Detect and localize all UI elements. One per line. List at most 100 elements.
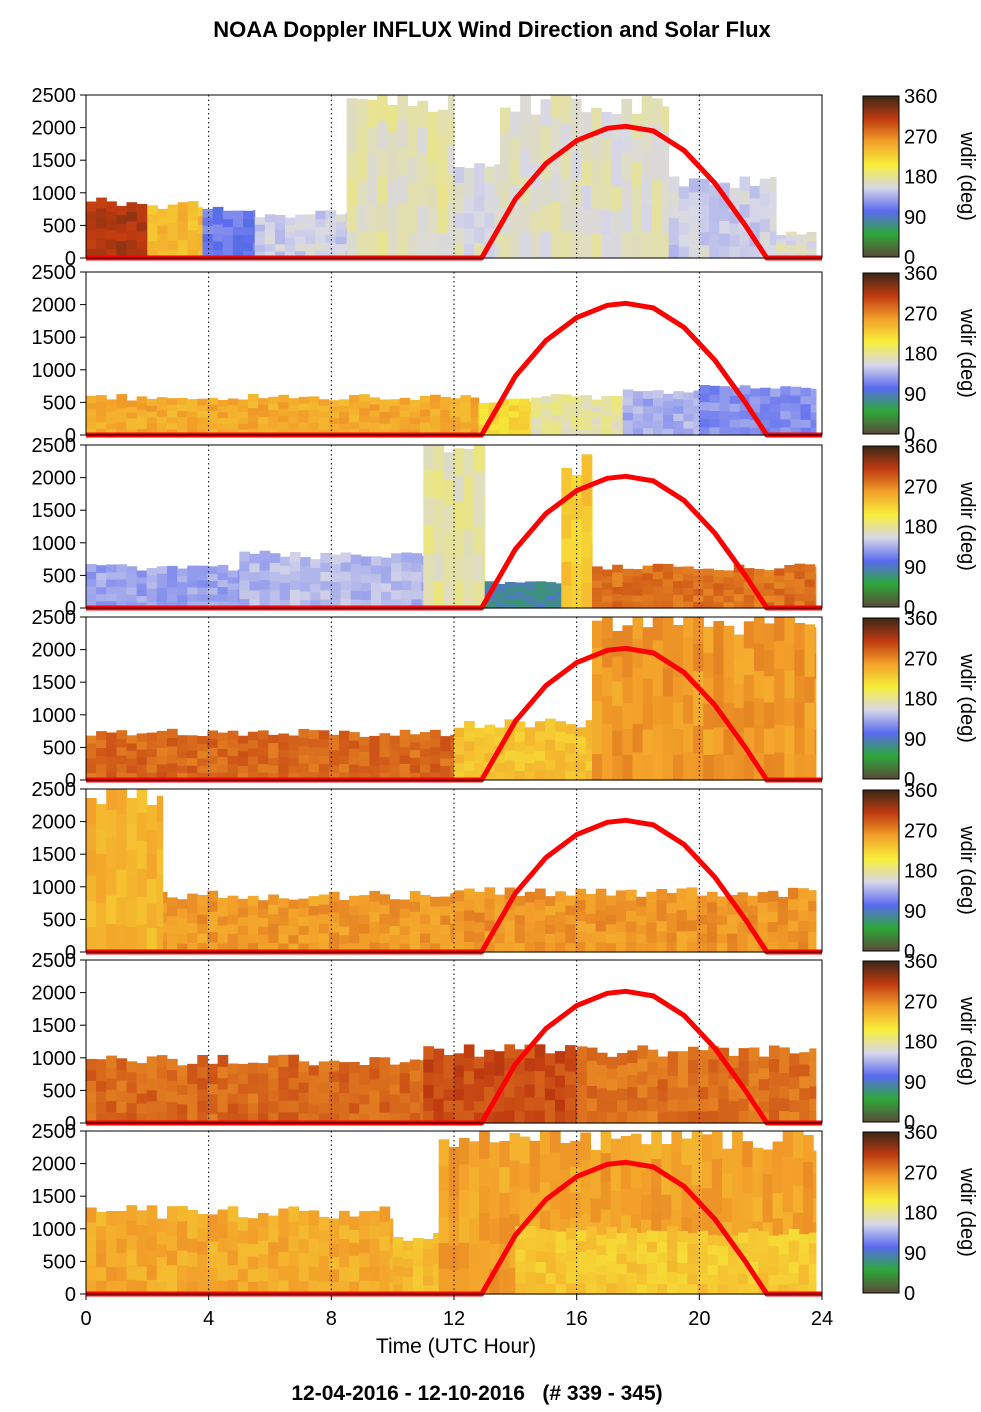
data-cell [500, 157, 511, 184]
data-cell [409, 1080, 421, 1092]
data-cell [268, 1089, 279, 1102]
data-cell [187, 735, 198, 744]
data-cell [499, 1141, 511, 1168]
data-cell [652, 585, 664, 594]
data-cell [622, 651, 634, 678]
data-cell [691, 1131, 703, 1158]
data-cell [709, 196, 720, 210]
data-cell [308, 942, 320, 953]
data-cell [379, 942, 391, 953]
data-cell [657, 1111, 669, 1124]
data-cell [116, 394, 128, 402]
data-cell [86, 1236, 97, 1252]
data-cell [339, 1092, 350, 1104]
data-cell [96, 247, 107, 259]
data-cell [126, 601, 138, 609]
data-cell [591, 132, 602, 159]
data-cell [126, 202, 138, 213]
data-cell [808, 1263, 817, 1275]
data-cell [237, 423, 249, 430]
data-cell [677, 1051, 689, 1064]
data-cell [421, 599, 424, 609]
data-cell [420, 428, 431, 436]
data-cell [627, 1098, 638, 1112]
data-cell [653, 420, 664, 429]
data-cell [739, 418, 751, 428]
data-cell [308, 1252, 320, 1267]
data-cell [515, 1248, 526, 1261]
data-cell [733, 731, 745, 757]
data-cell [437, 184, 449, 210]
data-cell [681, 1190, 693, 1217]
data-cell [369, 403, 381, 411]
data-cell [433, 445, 445, 471]
data-cell [622, 588, 634, 596]
data-cell [227, 747, 239, 756]
data-cell [156, 587, 168, 595]
data-cell [622, 728, 634, 755]
data-cell [545, 1240, 557, 1253]
data-cell [524, 911, 536, 923]
data-cell [530, 403, 542, 411]
colorbar [862, 272, 900, 435]
data-cell [379, 756, 391, 765]
data-cell [359, 933, 370, 944]
data-cell [237, 1230, 249, 1244]
data-cell [784, 572, 795, 580]
data-cell [157, 208, 169, 218]
data-cell [116, 738, 128, 748]
data-cell [749, 419, 761, 428]
data-cell [207, 580, 219, 588]
data-cell [389, 1074, 401, 1085]
data-cell [268, 1241, 279, 1256]
data-cell [247, 747, 259, 757]
data-cell [555, 595, 562, 601]
data-cell [106, 772, 117, 781]
data-cell [693, 420, 700, 429]
data-cell [274, 215, 286, 223]
data-cell [525, 1282, 537, 1295]
data-cell [758, 1089, 770, 1102]
data-cell [197, 429, 208, 436]
data-cell [167, 1091, 178, 1103]
data-cell [642, 391, 654, 399]
data-cell [423, 1257, 434, 1268]
data-cell [646, 911, 657, 923]
data-cell [732, 1208, 743, 1238]
data-cell [264, 221, 276, 230]
data-cell [616, 1233, 628, 1244]
data-cell [686, 941, 698, 953]
data-cell [612, 600, 623, 609]
data-cell [708, 1058, 719, 1073]
data-cell [167, 249, 179, 259]
data-cell [784, 593, 795, 602]
data-cell [504, 719, 516, 731]
data-cell [379, 748, 391, 758]
data-cell [642, 729, 654, 756]
data-cell [369, 772, 381, 781]
data-cell [534, 1096, 546, 1111]
data-cell [350, 572, 362, 582]
data-cell [349, 1268, 360, 1282]
data-cell [258, 422, 269, 430]
data-cell [768, 1097, 780, 1111]
data-cell [308, 933, 320, 944]
data-cell [683, 723, 694, 753]
data-cell [494, 894, 506, 905]
data-cell [606, 1249, 618, 1262]
data-cell [407, 207, 419, 234]
data-cell [646, 891, 657, 903]
data-cell [349, 408, 360, 416]
data-cell [576, 1251, 587, 1263]
data-cell [626, 889, 637, 901]
data-cell [146, 854, 158, 880]
data-cell [545, 1283, 557, 1295]
data-cell [96, 565, 107, 573]
data-cell [767, 931, 779, 943]
data-cell [298, 1280, 310, 1295]
data-cell [514, 1086, 526, 1100]
data-cell [764, 582, 775, 590]
solar-flux-curve [86, 988, 822, 1126]
data-cell [489, 1167, 500, 1194]
data-cell [126, 566, 138, 574]
